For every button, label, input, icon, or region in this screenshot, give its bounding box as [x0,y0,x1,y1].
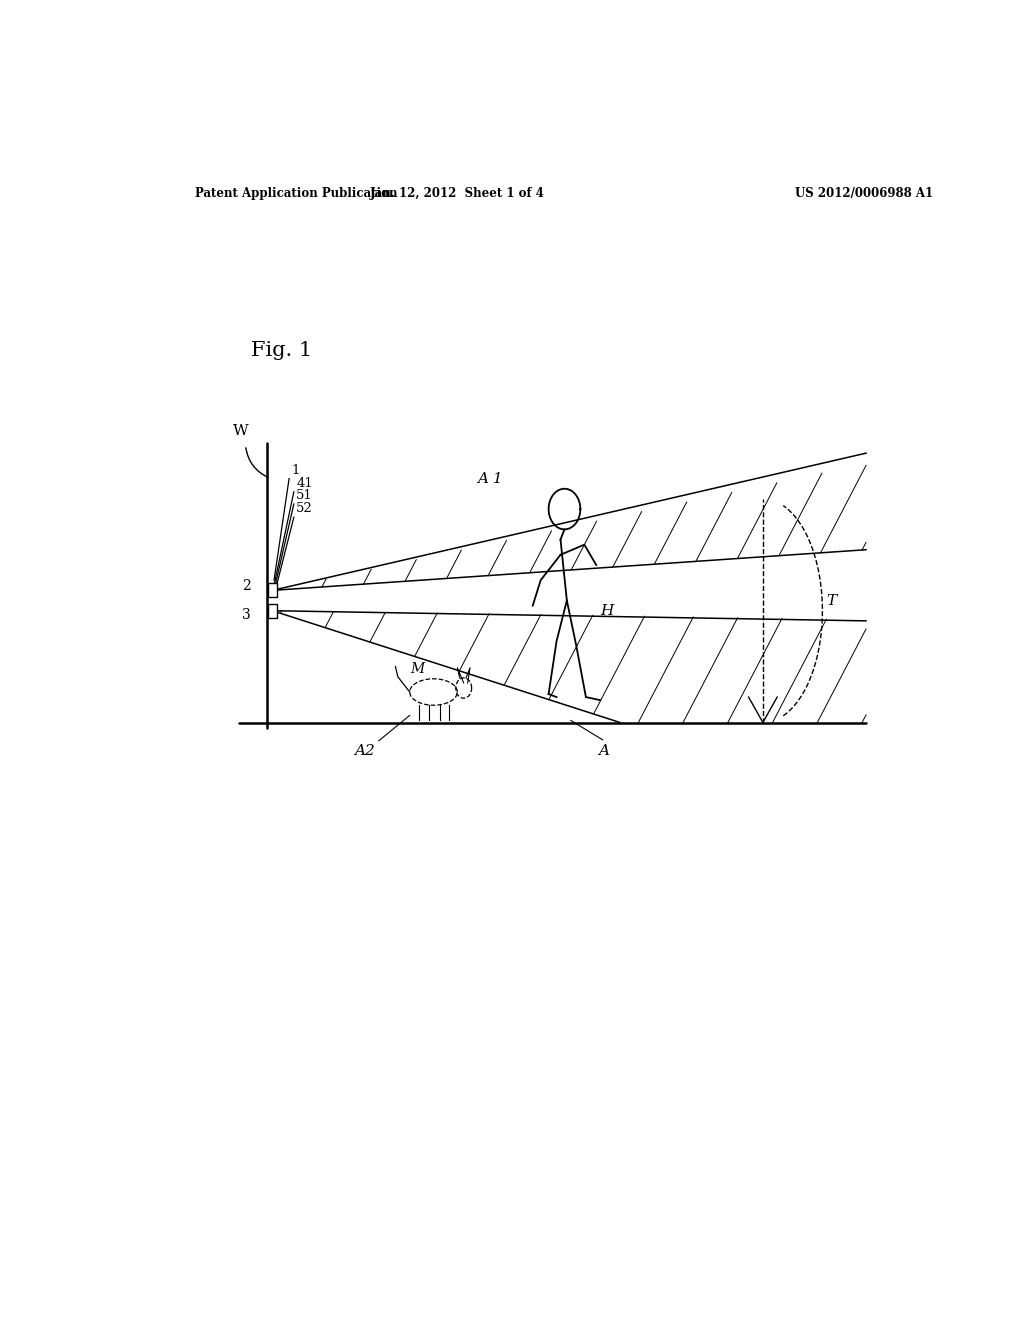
Text: 52: 52 [296,502,313,515]
Text: US 2012/0006988 A1: US 2012/0006988 A1 [795,187,933,199]
Text: Fig. 1: Fig. 1 [251,342,312,360]
Text: 3: 3 [243,607,251,622]
Text: Patent Application Publication: Patent Application Publication [196,187,398,199]
Text: Jan. 12, 2012  Sheet 1 of 4: Jan. 12, 2012 Sheet 1 of 4 [370,187,545,199]
Text: T: T [826,594,837,607]
Text: W: W [232,424,249,438]
Text: 51: 51 [296,488,313,502]
Text: 1: 1 [292,463,300,477]
Text: 2: 2 [243,579,251,593]
Text: A 1: A 1 [477,471,503,486]
Text: M: M [410,661,424,676]
Text: H: H [600,603,613,618]
Bar [267,603,278,618]
Text: A: A [598,744,609,758]
Text: 41: 41 [296,477,313,490]
Bar [267,583,278,598]
Text: A2: A2 [354,744,375,758]
